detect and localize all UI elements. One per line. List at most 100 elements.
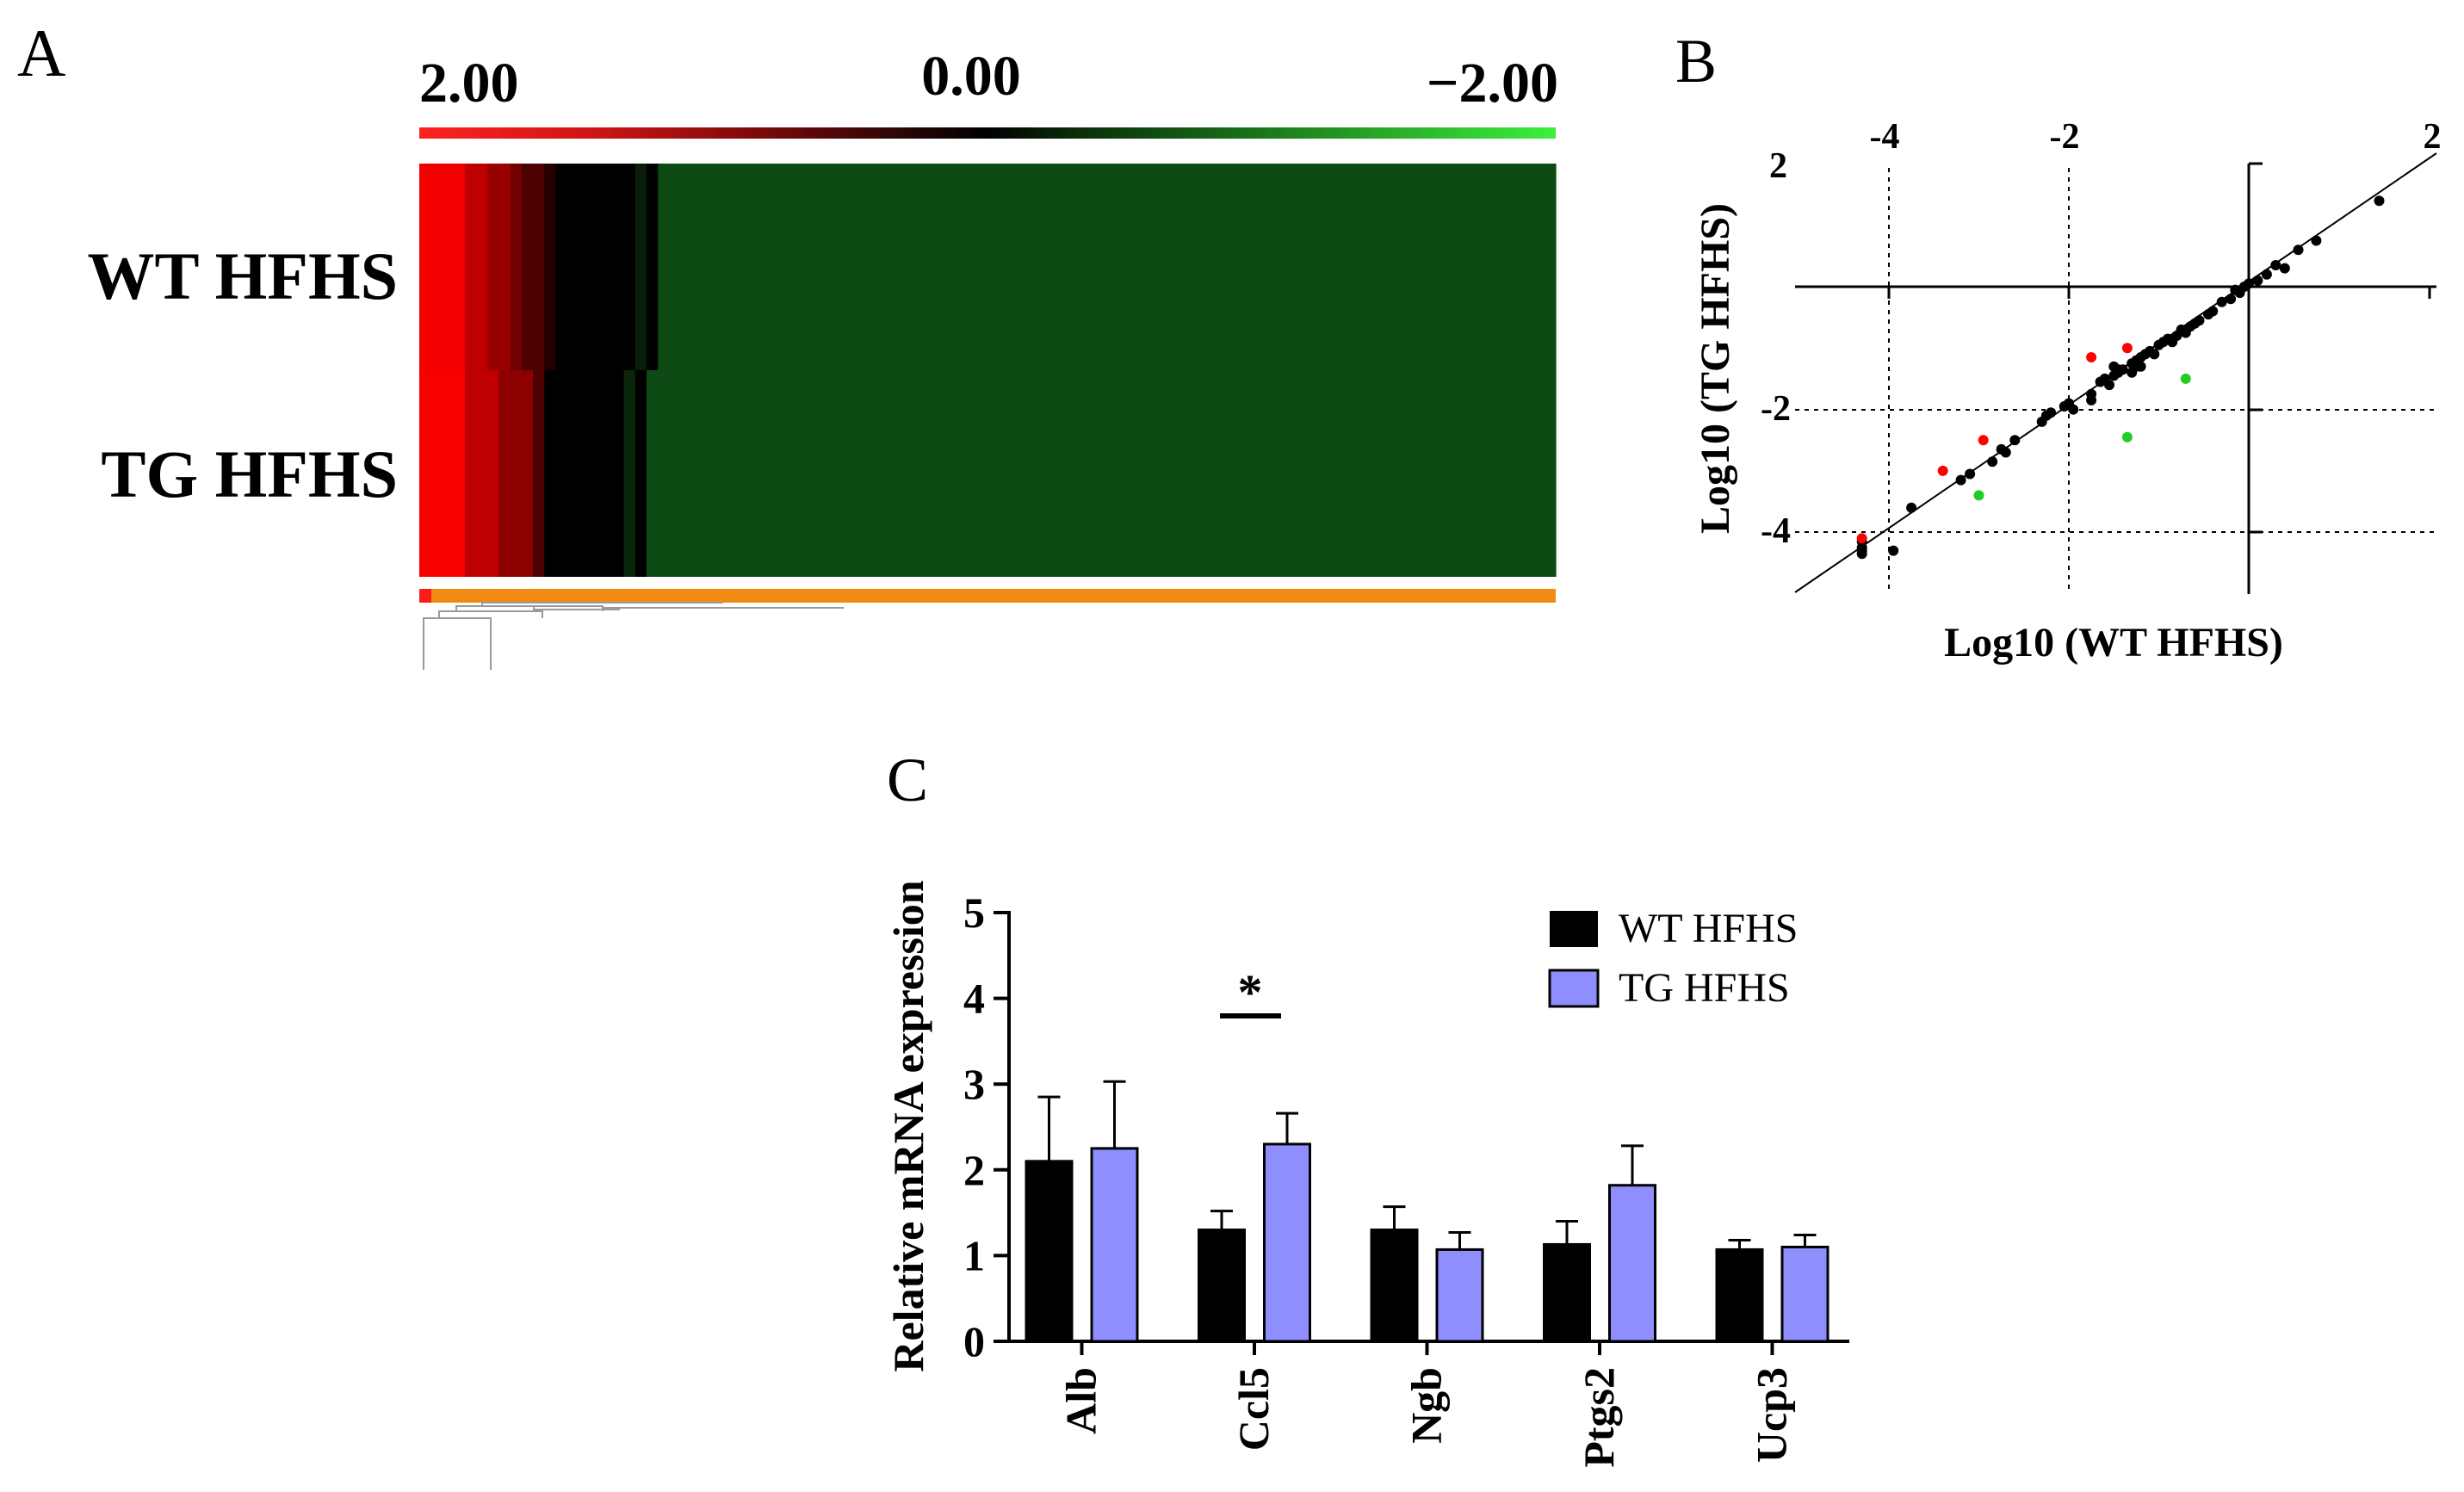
scatter-point-unchanged-5 — [1906, 502, 1917, 513]
heatmap-cell-r1-s6 — [635, 370, 647, 577]
scatter-point-unchanged-40 — [2194, 315, 2205, 326]
heatmap-cell-r0-s0 — [419, 164, 466, 370]
legend-label-tg: TG HFHS — [1619, 965, 1790, 1011]
scatter-point-unchanged-49 — [2252, 275, 2263, 286]
scatter-y-axis-title: Log10 (TG HFHS) — [1693, 203, 1738, 534]
legend-swatch-tg — [1548, 969, 1600, 1008]
bar-legend: WT HFHS TG HFHS — [1548, 906, 1798, 1011]
scatter-point-unchanged-42 — [2207, 306, 2219, 317]
heatmap-cell-r1-s7 — [647, 370, 1557, 577]
scatter-x-axis-title: Log10 (WT HFHS) — [1944, 620, 2283, 666]
panel-b: B -4 -2 2 2 -2 -4 Log10 (WT HFHS) Log10 … — [1675, 27, 2442, 666]
bar-x-ticks: Alb Ccl5 Ngb Ptgs2 Ucp3 — [1057, 1341, 1796, 1468]
scatter-point-unchanged-7 — [1965, 468, 1976, 480]
bar-x-tick-label-ucp3: Ucp3 — [1748, 1367, 1796, 1463]
bar-ucp3-wt — [1715, 1247, 1764, 1343]
heatmap-cell-r1-s4 — [544, 370, 625, 577]
scatter-point-unchanged-16 — [2068, 404, 2079, 415]
heatmap-cell-r1-s2 — [498, 370, 534, 577]
scatter-point-unchanged-10 — [2000, 447, 2011, 458]
heatmap-cell-r0-s5 — [544, 164, 556, 370]
heatmap-cell-r1-s0 — [419, 370, 466, 577]
scatter-point-unchanged-61 — [2009, 435, 2021, 446]
scatter-point-unchanged-48 — [2244, 278, 2254, 289]
scatter-point-up-4 — [2121, 343, 2133, 354]
color-scale-mid-label: 0.00 — [921, 45, 1021, 108]
bar-ptgs2-wt — [1543, 1242, 1591, 1343]
scatter-point-unchanged-21 — [2104, 380, 2114, 391]
heatmap-cell-r0-s7 — [635, 164, 647, 370]
bar-x-tick-label-ngb: Ngb — [1402, 1367, 1451, 1444]
color-scale-min-label: −2.00 — [1427, 52, 1558, 115]
heatmap-cell-r0-s1 — [464, 164, 488, 370]
scatter-point-down-0 — [2180, 373, 2191, 384]
scatter-point-unchanged-6 — [1955, 474, 1966, 486]
bar-ucp3-tg — [1780, 1245, 1829, 1343]
panel-b-label: B — [1675, 27, 1717, 96]
bar-x-tick-label-ptgs2: Ptgs2 — [1575, 1367, 1623, 1468]
scatter-point-unchanged-3 — [1856, 548, 1867, 560]
bar-y-tick-label-4: 4 — [963, 975, 985, 1023]
heatmap-cell-r1-s3 — [533, 370, 545, 577]
bar-ngb-tg — [1435, 1247, 1484, 1343]
scatter-point-unchanged-46 — [2230, 284, 2241, 295]
bar-ccl5-wt — [1198, 1229, 1246, 1343]
bar-y-axis-title: Relative mRNA expression — [884, 880, 932, 1371]
heatmap-cell-r0-s6 — [555, 164, 636, 370]
bar-y-tick-label-5: 5 — [963, 888, 985, 937]
bar-marks — [1025, 1080, 1829, 1343]
heatmap-cell-r1-s1 — [464, 370, 499, 577]
bar-y-ticks: 0 1 2 3 4 5 — [963, 888, 1009, 1365]
significance-asterisk: * — [1238, 964, 1263, 1020]
scatter-gridlines — [1795, 168, 2436, 594]
panel-a-label: A — [17, 15, 65, 90]
bar-alb-wt — [1025, 1160, 1074, 1343]
bar-x-tick-label-alb: Alb — [1057, 1367, 1105, 1434]
heatmap-cell-r0-s8 — [647, 164, 659, 370]
panel-a: A 2.00 0.00 −2.00 WT HFHS TG HFHS — [17, 15, 1558, 670]
scatter-point-unchanged-44 — [2226, 294, 2237, 305]
color-scale-max-label: 2.00 — [419, 52, 519, 115]
scatter-point-unchanged-4 — [1888, 545, 1899, 556]
scatter-point-unchanged-54 — [2311, 235, 2322, 246]
heatmap-cell-r0-s2 — [487, 164, 511, 370]
bar-alb-tg — [1090, 1147, 1139, 1343]
scatter-point-down-1 — [2121, 431, 2133, 443]
scatter-y-tick-neg4: -4 — [1761, 511, 1791, 551]
scatter-point-unchanged-58 — [2108, 361, 2120, 372]
bar-y-tick-label-1: 1 — [963, 1231, 985, 1279]
scatter-point-unchanged-51 — [2270, 260, 2281, 270]
bar-ngb-wt — [1370, 1229, 1419, 1343]
dendrogram — [423, 602, 844, 670]
scatter-y-tick-2: 2 — [1769, 146, 1787, 186]
scatter-y-tick-neg2: -2 — [1761, 389, 1791, 429]
scatter-point-unchanged-52 — [2279, 263, 2290, 274]
bar-x-tick-label-ccl5: Ccl5 — [1229, 1367, 1278, 1451]
scatter-x-tick-2: 2 — [2424, 117, 2442, 157]
column-annotation-red — [419, 589, 431, 603]
bar-ptgs2-tg — [1608, 1184, 1656, 1343]
scatter-point-unchanged-13 — [2046, 407, 2057, 418]
scatter-point-unchanged-8 — [1987, 456, 1998, 467]
heatmap-cells — [419, 164, 1557, 577]
heatmap-cell-r0-s9 — [658, 164, 1557, 370]
scatter-point-up-0 — [1856, 533, 1867, 544]
panel-c-label: C — [887, 746, 928, 814]
bar-y-tick-label-0: 0 — [963, 1317, 985, 1365]
scatter-point-unchanged-30 — [2149, 349, 2160, 360]
scatter-point-unchanged-60 — [2135, 361, 2146, 372]
scatter-x-tick-neg2: -2 — [2050, 117, 2080, 157]
heatmap-row-label-wt: WT HFHS — [88, 238, 398, 313]
significance-marker: * — [1220, 964, 1281, 1020]
scatter-point-up-3 — [2086, 352, 2097, 362]
scatter-point-unchanged-43 — [2216, 296, 2227, 307]
scatter-point-up-1 — [1978, 435, 1989, 446]
column-annotation-strip — [431, 589, 1556, 603]
scatter-point-unchanged-50 — [2261, 269, 2272, 280]
bar-ccl5-tg — [1263, 1142, 1311, 1343]
scatter-point-up-2 — [1937, 465, 1948, 476]
scatter-point-down-2 — [1973, 490, 1984, 501]
scatter-x-tick-neg4: -4 — [1870, 117, 1900, 157]
bar-y-tick-label-3: 3 — [963, 1060, 985, 1108]
